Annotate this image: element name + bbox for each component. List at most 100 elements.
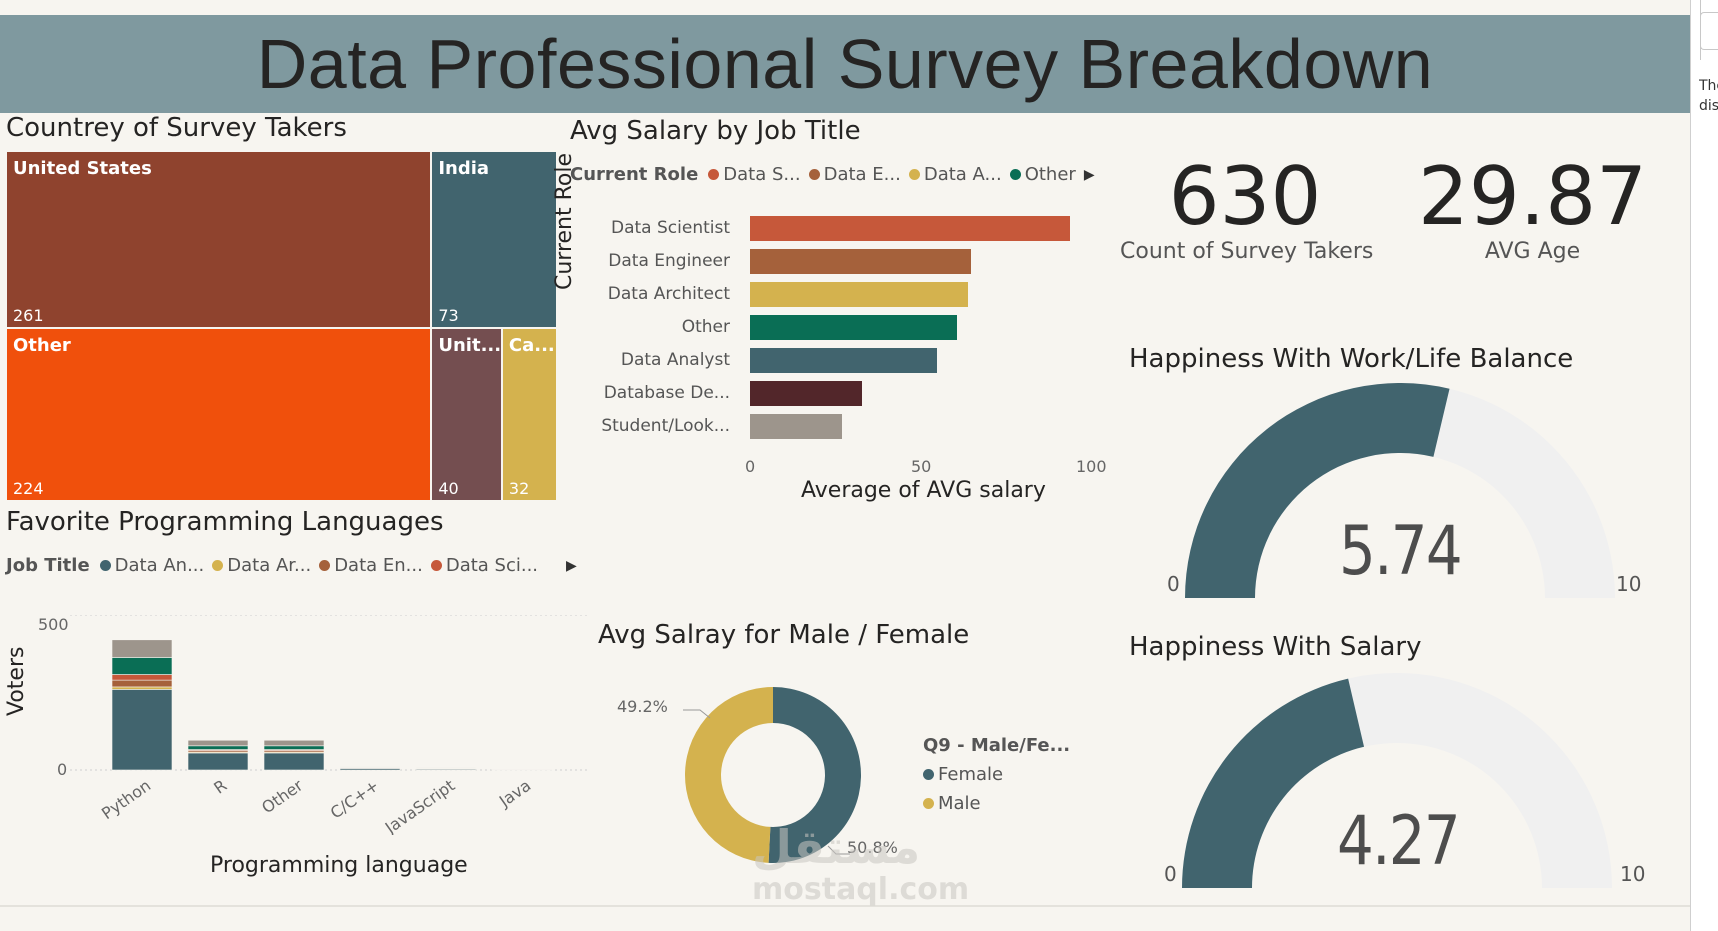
treemap-tile[interactable]: Ca... 32: [501, 328, 557, 501]
treemap-tile[interactable]: United States 261: [6, 151, 432, 329]
job-salary-bar[interactable]: [750, 282, 968, 307]
language-bar-segment[interactable]: [111, 689, 173, 771]
side-panel-tab[interactable]: [1700, 12, 1718, 50]
gauge-wlb-title: Happiness With Work/Life Balance: [1129, 344, 1574, 374]
language-legend-item[interactable]: Data Sci...: [430, 555, 538, 576]
job-x-axis-title: Average of AVG salary: [801, 478, 1046, 503]
kpi-age-card: 29.87 AVG Age: [1400, 150, 1665, 264]
salary-by-job-bars[interactable]: Data Scientist Data Engineer Data Architec…: [600, 210, 1120, 450]
treemap-tile[interactable]: Unit... 40: [431, 328, 502, 501]
language-bar-segment[interactable]: [111, 686, 173, 690]
language-legend-label: Data En...: [334, 555, 423, 576]
job-salary-bar[interactable]: [750, 381, 863, 406]
treemap-tile[interactable]: India 73: [431, 151, 557, 329]
legend-title: Current Role: [570, 164, 699, 185]
job-salary-bar[interactable]: [750, 249, 971, 274]
job-legend-item[interactable]: Data A...: [908, 164, 1002, 185]
treemap-tile-label: Unit...: [438, 335, 502, 357]
language-bar-segment[interactable]: [187, 752, 249, 771]
gauge-work-life-balance[interactable]: [1170, 370, 1630, 600]
legend-dot-icon: [923, 769, 934, 780]
languages-y-axis-title-text: Voters: [4, 646, 29, 716]
treemap-tile-label: Ca...: [508, 335, 555, 357]
x-tick-0: 0: [745, 457, 756, 476]
job-salary-bar[interactable]: [750, 315, 958, 340]
job-category-label: Other: [681, 317, 730, 337]
language-bar-segment[interactable]: [187, 739, 249, 747]
job-legend-label: Data E...: [823, 164, 901, 185]
job-salary-bar[interactable]: [750, 414, 842, 439]
salary-by-job-title: Avg Salary by Job Title: [570, 116, 861, 146]
language-bar-segment[interactable]: [111, 639, 173, 658]
treemap-tile[interactable]: Other 224: [6, 328, 432, 501]
job-legend-label: Data A...: [923, 164, 1002, 185]
dashboard-title: Data Professional Survey Breakdown: [256, 25, 1434, 103]
gauge-wlb-max: 10: [1616, 572, 1642, 596]
job-legend-item[interactable]: Data S...: [708, 164, 801, 185]
language-bar-segment[interactable]: [111, 657, 173, 675]
language-category-label: Python: [98, 776, 154, 823]
language-bar-segment[interactable]: [187, 745, 249, 750]
treemap-title: Countrey of Survey Takers: [6, 113, 347, 143]
job-salary-bar[interactable]: [750, 216, 1070, 241]
language-legend-item[interactable]: Data Ar...: [212, 555, 311, 576]
side-panel-text-line1: The: [1699, 78, 1718, 94]
x-tick-50: 50: [911, 457, 932, 476]
legend-next-arrow-icon[interactable]: ▶: [1083, 166, 1095, 183]
gender-salary-donut[interactable]: [600, 670, 880, 880]
donut-label-female: 50.8%: [847, 838, 898, 857]
bottom-divider: [0, 905, 1690, 907]
donut-leader-line: [827, 845, 850, 855]
legend-dot-icon: [430, 560, 442, 571]
treemap-tile-label: Other: [13, 335, 71, 357]
gender-legend: Q9 - Male/Fe... Female Male: [923, 735, 1070, 814]
languages-stacked-bars[interactable]: Python R Other C/C++ JavaScript Java: [70, 615, 590, 835]
donut-slice[interactable]: [685, 687, 773, 863]
language-legend-label: Data An...: [114, 555, 205, 576]
donut-slice[interactable]: [768, 687, 861, 863]
treemap-tile-value: 32: [508, 478, 530, 498]
legend-dot-icon: [212, 560, 224, 571]
language-bar-segment[interactable]: [263, 739, 325, 747]
kpi-count-card: 630 Count of Survey Takers: [1120, 150, 1373, 264]
language-legend-item[interactable]: Data En...: [319, 555, 423, 576]
y-tick-500: 500: [38, 615, 69, 634]
legend-dot-icon: [319, 560, 331, 571]
language-bar-segment[interactable]: [111, 674, 173, 681]
kpi-age-value: 29.87: [1417, 150, 1648, 243]
job-salary-bar[interactable]: [750, 348, 937, 373]
language-bar-segment[interactable]: [339, 766, 401, 768]
gender-legend-item[interactable]: Male: [923, 793, 1070, 814]
treemap-tile-label: India: [438, 158, 490, 179]
side-panel-text-line2: dis: [1699, 98, 1718, 114]
legend-dot-icon: [1009, 169, 1021, 180]
gender-legend-item[interactable]: Female: [923, 764, 1070, 785]
legend-dot-icon: [708, 169, 720, 180]
job-category-label: Data Scientist: [611, 218, 730, 238]
language-category-label: C/C++: [327, 776, 383, 823]
treemap-tile-value: 261: [13, 306, 44, 326]
gauge-salary-max: 10: [1620, 862, 1646, 886]
legend-dot-icon: [808, 169, 820, 180]
side-panel: [1690, 0, 1718, 931]
language-legend-item[interactable]: Data An...: [99, 555, 205, 576]
language-bar-segment[interactable]: [415, 767, 477, 769]
job-legend-item[interactable]: Other: [1009, 164, 1076, 185]
gauge-fill: [1182, 678, 1365, 888]
language-bar-segment[interactable]: [263, 752, 325, 771]
dashboard-header: Data Professional Survey Breakdown: [0, 15, 1690, 113]
legend-next-arrow-icon[interactable]: ▶: [566, 557, 577, 574]
legend-dot-icon: [923, 798, 934, 809]
language-category-label: R: [210, 776, 230, 798]
legend-title: Job Title: [6, 555, 90, 576]
job-legend-item[interactable]: Data E...: [808, 164, 901, 185]
kpi-count-value: 630: [1168, 150, 1322, 243]
country-treemap[interactable]: United States 261 India 73 Other 224 Unit... 40…: [6, 151, 557, 501]
language-bar-segment[interactable]: [263, 745, 325, 750]
gauge-wlb-min: 0: [1167, 572, 1180, 596]
language-bar-segment[interactable]: [111, 679, 173, 688]
legend-dot-icon: [99, 560, 111, 571]
job-y-axis-title-text: Current Role: [552, 152, 577, 290]
gauge-salary[interactable]: [1167, 660, 1627, 890]
gauge-salary-title: Happiness With Salary: [1129, 632, 1422, 662]
